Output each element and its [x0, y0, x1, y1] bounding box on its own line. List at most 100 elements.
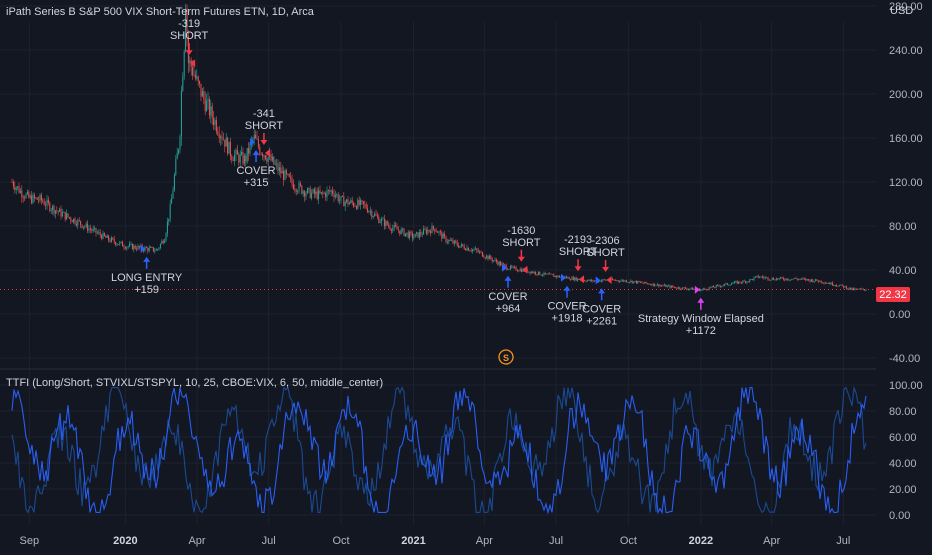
price-candle: [277, 163, 279, 171]
price-candle: [768, 279, 770, 281]
price-candle: [57, 211, 59, 212]
price-candle: [252, 139, 254, 141]
price-candle: [278, 167, 280, 171]
price-candle: [782, 278, 784, 280]
price-candle: [645, 281, 647, 284]
price-candle: [66, 213, 68, 220]
price-candle: [843, 285, 845, 288]
price-candle: [221, 136, 223, 140]
price-candle: [434, 228, 436, 232]
price-candle: [515, 267, 517, 271]
price-candle: [84, 226, 86, 228]
price-candle: [276, 163, 278, 165]
price-candle: [306, 188, 308, 194]
trade-marker: [606, 276, 612, 285]
price-candle: [386, 221, 388, 226]
oscillator-line: [11, 387, 867, 515]
chart-title: iPath Series B S&P 500 VIX Short-Term Fu…: [6, 6, 315, 18]
trade-marker: [522, 265, 528, 274]
price-candle: [271, 156, 273, 161]
short-arrow-head: [260, 140, 268, 145]
price-candle: [861, 288, 863, 290]
price-candle: [372, 216, 374, 218]
price-candle: [628, 281, 630, 283]
price-candle: [355, 206, 357, 209]
price-candle: [484, 257, 486, 259]
price-candle: [369, 210, 371, 212]
trade-pnl: -2306: [592, 235, 620, 247]
price-candle: [17, 186, 19, 188]
price-candle: [648, 283, 650, 285]
price-candle: [201, 91, 203, 97]
price-candle: [570, 279, 572, 281]
trade-marker: [264, 149, 270, 157]
price-candle: [183, 51, 185, 77]
price-candle: [441, 232, 443, 239]
x-axis[interactable]: Sep 2020 Apr Jul Oct 2021 Apr Jul Oct 2022 Apr Jul: [20, 535, 851, 547]
price-candle: [115, 242, 117, 245]
short-arrow-head: [185, 50, 193, 56]
price-candle: [92, 228, 94, 231]
price-candle: [346, 199, 348, 202]
trade-label: Strategy Window Elapsed: [638, 313, 764, 325]
price-candle: [218, 134, 220, 139]
price-candle: [519, 269, 521, 271]
price-candle: [374, 213, 376, 217]
price-candle: [735, 281, 737, 283]
price-candle: [689, 288, 691, 290]
indicator-label[interactable]: TTFI (Long/Short, STVIXL/STSPYL, 10, 25,…: [6, 377, 383, 389]
price-candle: [458, 245, 460, 248]
strategy-badge[interactable]: S: [498, 349, 514, 365]
price-candle: [134, 245, 136, 249]
price-candle: [117, 244, 119, 246]
trade-pnl: +1172: [686, 325, 716, 337]
price-candle: [518, 270, 520, 272]
price-candle: [421, 234, 423, 236]
price-candle: [393, 224, 395, 228]
price-candle: [621, 280, 623, 281]
price-candle: [353, 202, 355, 207]
price-candle: [431, 225, 433, 234]
price-candle: [364, 204, 366, 205]
trade-pnl: +964: [496, 303, 521, 315]
price-candle: [171, 198, 173, 204]
price-candle: [344, 201, 346, 207]
price-candle: [627, 281, 629, 283]
price-candle: [239, 154, 241, 163]
price-candle: [778, 278, 780, 280]
price-candle: [599, 280, 601, 282]
price-candle: [619, 281, 621, 282]
price-candle: [729, 284, 731, 286]
y-axis[interactable]: 320.00280.00240.00200.00160.00120.0080.0…: [889, 0, 923, 522]
trade-pnl: +315: [244, 177, 269, 189]
price-candle: [791, 278, 793, 280]
price-candle: [409, 231, 411, 238]
price-candle: [305, 193, 307, 197]
price-candle: [383, 218, 385, 226]
price-candle: [110, 237, 112, 242]
price-candle: [787, 278, 789, 280]
price-candle: [822, 282, 824, 284]
price-candle: [225, 137, 227, 147]
price-candle: [357, 199, 359, 209]
price-candle: [642, 282, 644, 284]
price-candle: [312, 189, 314, 193]
price-candle: [567, 277, 569, 279]
price-candle: [662, 285, 664, 287]
price-candle: [539, 271, 541, 275]
price-candle: [411, 233, 413, 239]
price-candle: [442, 233, 444, 239]
price-candle: [430, 231, 432, 234]
price-candle: [453, 240, 455, 244]
price-candle: [36, 197, 38, 200]
price-candle: [60, 208, 62, 217]
price-candle: [327, 190, 329, 191]
price-candle: [701, 289, 703, 291]
price-candle: [123, 246, 125, 248]
price-candle: [145, 247, 147, 249]
price-candle: [781, 277, 783, 279]
price-candle: [511, 266, 513, 268]
price-candle: [624, 280, 626, 282]
